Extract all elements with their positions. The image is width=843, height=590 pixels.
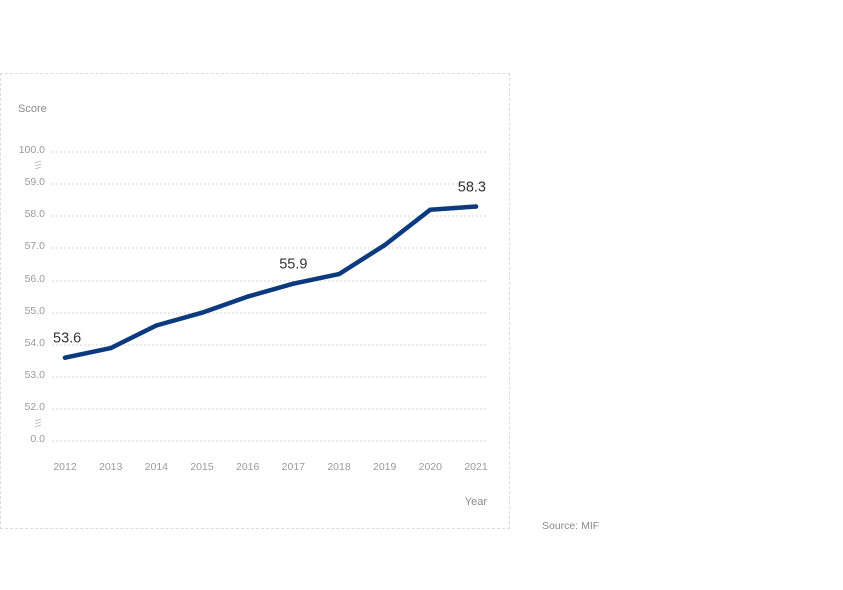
chart-frame: [0, 73, 510, 529]
data-point: [108, 345, 113, 351]
x-tick-label: 2015: [190, 461, 214, 473]
y-tick-label: 55.0: [25, 305, 46, 317]
x-tick-label: 2017: [282, 461, 306, 473]
y-tick-label: 0.0: [30, 433, 45, 445]
y-tick-label: 53.0: [25, 369, 46, 381]
axis-break-mark: [34, 160, 42, 170]
y-tick-label: 57.0: [25, 240, 46, 252]
data-point: [291, 281, 296, 286]
x-tick-label: 2020: [419, 461, 443, 473]
y-tick-label: 52.0: [25, 401, 46, 413]
y-tick-label: 56.0: [25, 273, 46, 285]
data-point: [199, 310, 205, 315]
source-note: Source: MIF: [542, 520, 600, 532]
data-point: [245, 294, 250, 299]
x-tick-label: 2019: [373, 461, 397, 473]
y-axis-title: Score: [18, 103, 47, 115]
x-tick-label: 2016: [236, 461, 260, 473]
x-tick-label: 2013: [99, 461, 123, 473]
y-tick-label: 54.0: [25, 337, 46, 349]
y-tick-label: 59.0: [25, 176, 46, 188]
data-point: [382, 242, 387, 248]
y-tick-label: 58.0: [25, 208, 46, 220]
x-axis-title: Year: [465, 496, 488, 508]
x-tick-label: 2014: [145, 461, 169, 473]
data-point: [473, 204, 479, 209]
data-point: [62, 355, 68, 360]
y-tick-label: 100.0: [19, 144, 45, 156]
series-line: [62, 204, 479, 360]
data-label: 55.9: [279, 257, 307, 273]
x-tick-label: 2018: [327, 461, 351, 473]
data-point: [336, 271, 342, 277]
data-label: 58.3: [458, 180, 486, 196]
data-point: [428, 207, 433, 212]
data-point: [154, 323, 159, 328]
data-label: 53.6: [53, 331, 81, 347]
x-tick-label: 2021: [464, 461, 488, 473]
axis-break-mark: [34, 418, 42, 428]
x-tick-label: 2012: [53, 461, 77, 473]
